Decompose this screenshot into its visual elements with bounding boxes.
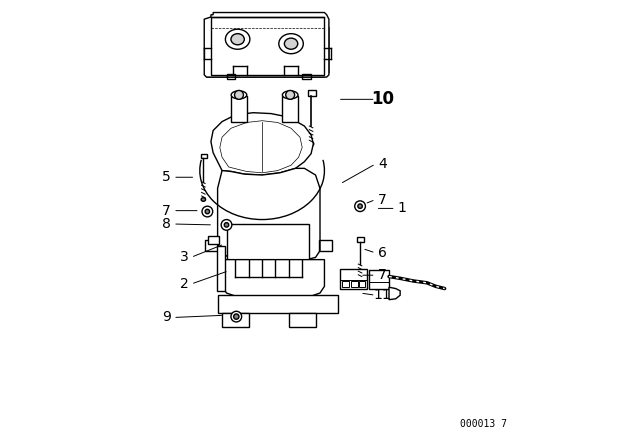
Text: 10: 10 [371,90,394,108]
Text: 7: 7 [378,268,387,282]
Polygon shape [211,113,314,175]
Bar [208,236,219,244]
Text: 7: 7 [162,204,171,218]
Text: 9: 9 [162,310,171,324]
Bar [282,96,298,122]
Polygon shape [218,168,320,260]
Bar [302,74,311,79]
Circle shape [349,271,360,282]
Bar [217,246,225,291]
Bar [342,280,349,287]
Text: 3: 3 [180,250,189,264]
Text: 11: 11 [374,288,391,302]
Bar [359,280,365,287]
Ellipse shape [201,198,205,201]
Bar [205,240,218,251]
Polygon shape [222,260,324,296]
Polygon shape [389,287,400,300]
Circle shape [221,220,232,230]
Text: 8: 8 [162,217,171,231]
Ellipse shape [231,91,247,99]
Ellipse shape [231,34,244,45]
Bar [340,268,367,289]
Text: 6: 6 [378,246,387,260]
Text: 2: 2 [180,277,189,291]
Bar [357,237,364,242]
Circle shape [355,201,365,211]
Bar [369,270,389,289]
Bar [319,240,332,251]
Circle shape [224,223,228,227]
Text: 000013 7: 000013 7 [460,419,507,429]
Circle shape [353,274,357,279]
Circle shape [234,314,239,319]
Text: 5: 5 [162,170,171,184]
Ellipse shape [308,142,314,146]
Ellipse shape [282,91,298,99]
Polygon shape [204,13,329,77]
Bar [289,313,316,327]
Circle shape [285,90,294,99]
Bar [218,295,338,313]
Circle shape [202,206,212,217]
Polygon shape [207,19,329,77]
Circle shape [231,311,242,322]
Bar [227,224,309,260]
Bar [231,96,246,122]
Bar [351,280,358,287]
Text: 4: 4 [378,157,387,171]
Bar [211,17,324,75]
Circle shape [358,204,362,208]
Circle shape [205,209,209,214]
Bar [308,90,316,96]
Bar [222,313,249,327]
Ellipse shape [284,38,298,49]
Bar [227,74,236,79]
Text: 7: 7 [378,193,387,207]
Circle shape [234,90,243,99]
Bar [201,154,207,158]
Text: 1: 1 [398,202,407,215]
